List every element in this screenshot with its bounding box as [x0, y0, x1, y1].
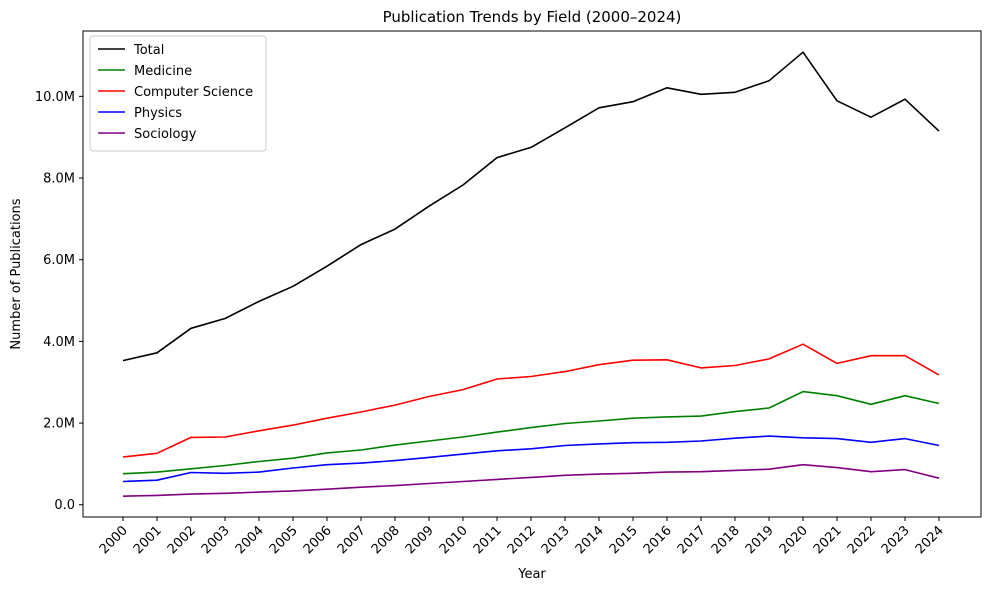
x-tick-label: 2001 [131, 523, 165, 557]
y-tick-label: 8.0M [43, 172, 75, 187]
y-axis-ticks: 0.0 2.0M 4.0M 6.0M 8.0M 10.0M [35, 90, 83, 513]
x-tick-label: 2002 [165, 523, 199, 557]
x-tick-label: 2010 [437, 523, 471, 557]
legend-box [89, 35, 267, 152]
x-tick-label: 2016 [641, 523, 675, 557]
x-tick-label: 2008 [369, 523, 403, 557]
x-tick-label: 2009 [403, 523, 437, 557]
x-tick-label: 2018 [709, 523, 743, 557]
x-tick-label: 2023 [879, 523, 913, 557]
x-tick-label: 2006 [301, 523, 335, 557]
x-tick-label: 2011 [471, 523, 505, 557]
legend-label: Computer Science [134, 85, 253, 100]
series-line-total [122, 51, 940, 362]
x-tick-label: 2020 [777, 523, 811, 557]
x-tick-label: 2017 [675, 523, 709, 557]
series-line-computer-science [122, 343, 940, 458]
legend-label: Physics [134, 106, 182, 121]
series-line-sociology [122, 463, 940, 497]
legend: Total Medicine Computer Science Physics Soci… [89, 35, 267, 152]
x-tick-label: 2022 [845, 523, 879, 557]
chart-title: Publication Trends by Field (2000–2024) [383, 8, 682, 26]
y-tick-label: 2.0M [43, 417, 75, 432]
x-axis-ticks: 2000 2001 2002 2003 2004 2005 2006 2007 2008 2009… [97, 517, 947, 557]
plot-area [82, 30, 982, 518]
legend-label: Total [133, 43, 164, 58]
y-tick-label: 4.0M [43, 335, 75, 350]
x-tick-label: 2003 [199, 523, 233, 557]
x-tick-label: 2013 [539, 523, 573, 557]
y-tick-label: 10.0M [35, 90, 75, 105]
y-tick-label: 6.0M [43, 253, 75, 268]
x-tick-label: 2014 [573, 523, 607, 557]
x-axis-label: Year [517, 567, 546, 582]
x-tick-label: 2012 [505, 523, 539, 557]
x-tick-label: 2021 [811, 523, 845, 557]
series-line-physics [122, 435, 940, 483]
legend-label: Medicine [134, 64, 192, 79]
x-tick-label: 2007 [335, 523, 369, 557]
y-axis-label: Number of Publications [9, 198, 24, 349]
x-tick-label: 2004 [233, 523, 267, 557]
x-tick-label: 2000 [97, 523, 131, 557]
legend-label: Sociology [134, 127, 197, 142]
x-tick-label: 2019 [743, 523, 777, 557]
x-tick-label: 2024 [913, 523, 947, 557]
x-tick-label: 2015 [607, 523, 641, 557]
y-tick-label: 0.0 [54, 498, 75, 513]
x-tick-label: 2005 [267, 523, 301, 557]
series-line-medicine [122, 390, 940, 475]
series-lines [122, 51, 940, 497]
